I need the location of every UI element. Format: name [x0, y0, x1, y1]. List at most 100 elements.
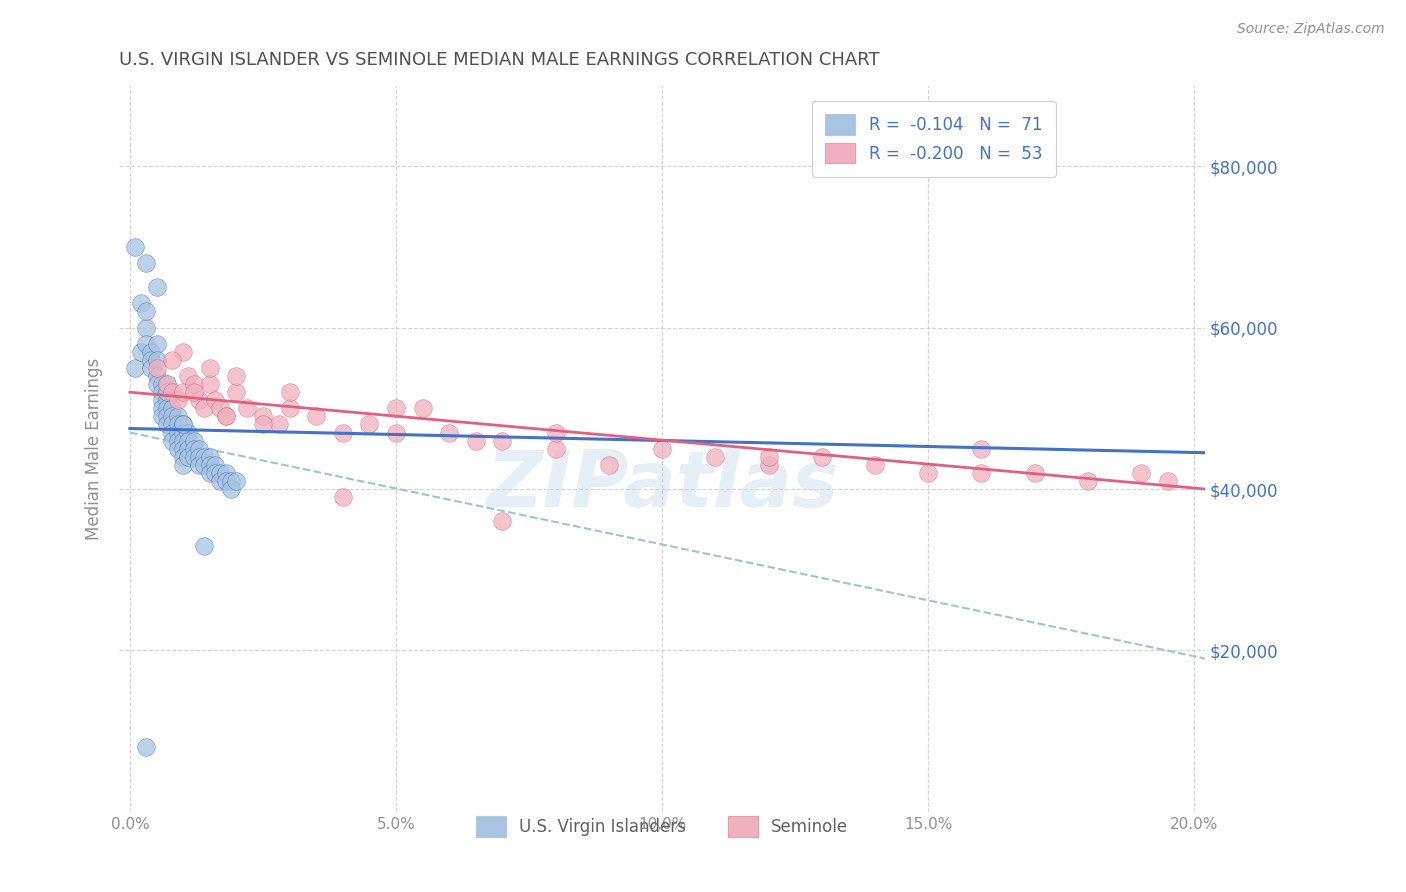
- Point: [156, 377, 179, 392]
- Point: [188, 458, 211, 472]
- Point: [598, 458, 620, 472]
- Point: [172, 434, 194, 448]
- Point: [183, 377, 205, 392]
- Point: [150, 393, 173, 408]
- Point: [141, 352, 163, 367]
- Point: [145, 377, 167, 392]
- Point: [162, 409, 184, 424]
- Point: [385, 401, 408, 416]
- Point: [135, 336, 157, 351]
- Point: [156, 385, 179, 400]
- Point: [124, 361, 146, 376]
- Point: [225, 474, 247, 488]
- Point: [544, 425, 567, 440]
- Point: [219, 482, 242, 496]
- Point: [172, 458, 194, 472]
- Point: [193, 539, 215, 553]
- Point: [156, 409, 179, 424]
- Point: [135, 740, 157, 755]
- Point: [166, 442, 188, 456]
- Point: [177, 450, 200, 464]
- Point: [156, 393, 179, 408]
- Point: [278, 385, 301, 400]
- Point: [209, 474, 232, 488]
- Point: [332, 425, 354, 440]
- Point: [183, 385, 205, 400]
- Point: [141, 361, 163, 376]
- Point: [193, 450, 215, 464]
- Point: [156, 417, 179, 432]
- Point: [209, 401, 232, 416]
- Point: [811, 450, 834, 464]
- Point: [1130, 466, 1153, 480]
- Point: [166, 425, 188, 440]
- Point: [162, 434, 184, 448]
- Point: [177, 434, 200, 448]
- Point: [188, 393, 211, 408]
- Point: [145, 352, 167, 367]
- Point: [252, 417, 274, 432]
- Point: [156, 401, 179, 416]
- Point: [305, 409, 328, 424]
- Point: [970, 466, 993, 480]
- Point: [166, 434, 188, 448]
- Point: [183, 450, 205, 464]
- Point: [252, 409, 274, 424]
- Point: [135, 320, 157, 334]
- Text: ZIPatlas: ZIPatlas: [486, 447, 838, 523]
- Point: [193, 401, 215, 416]
- Point: [150, 401, 173, 416]
- Point: [439, 425, 461, 440]
- Point: [359, 417, 381, 432]
- Point: [491, 514, 513, 528]
- Point: [215, 466, 238, 480]
- Point: [141, 344, 163, 359]
- Point: [172, 344, 194, 359]
- Point: [188, 442, 211, 456]
- Point: [544, 442, 567, 456]
- Point: [225, 369, 247, 384]
- Point: [172, 417, 194, 432]
- Point: [412, 401, 434, 416]
- Point: [188, 450, 211, 464]
- Point: [267, 417, 290, 432]
- Point: [172, 442, 194, 456]
- Point: [129, 296, 152, 310]
- Point: [183, 442, 205, 456]
- Point: [464, 434, 486, 448]
- Point: [1024, 466, 1046, 480]
- Point: [129, 344, 152, 359]
- Point: [1077, 474, 1099, 488]
- Y-axis label: Median Male Earnings: Median Male Earnings: [86, 358, 103, 540]
- Point: [150, 385, 173, 400]
- Point: [198, 458, 221, 472]
- Point: [177, 442, 200, 456]
- Point: [162, 352, 184, 367]
- Text: U.S. VIRGIN ISLANDER VS SEMINOLE MEDIAN MALE EARNINGS CORRELATION CHART: U.S. VIRGIN ISLANDER VS SEMINOLE MEDIAN …: [120, 51, 880, 69]
- Point: [145, 361, 167, 376]
- Point: [162, 385, 184, 400]
- Point: [172, 450, 194, 464]
- Point: [177, 425, 200, 440]
- Point: [198, 377, 221, 392]
- Point: [145, 369, 167, 384]
- Point: [651, 442, 673, 456]
- Point: [193, 458, 215, 472]
- Point: [236, 401, 259, 416]
- Point: [758, 458, 780, 472]
- Point: [225, 385, 247, 400]
- Point: [135, 304, 157, 318]
- Point: [198, 466, 221, 480]
- Point: [162, 417, 184, 432]
- Point: [215, 474, 238, 488]
- Point: [219, 474, 242, 488]
- Point: [491, 434, 513, 448]
- Point: [162, 425, 184, 440]
- Point: [156, 377, 179, 392]
- Point: [209, 466, 232, 480]
- Point: [863, 458, 886, 472]
- Point: [204, 458, 226, 472]
- Point: [183, 434, 205, 448]
- Point: [162, 401, 184, 416]
- Point: [332, 490, 354, 504]
